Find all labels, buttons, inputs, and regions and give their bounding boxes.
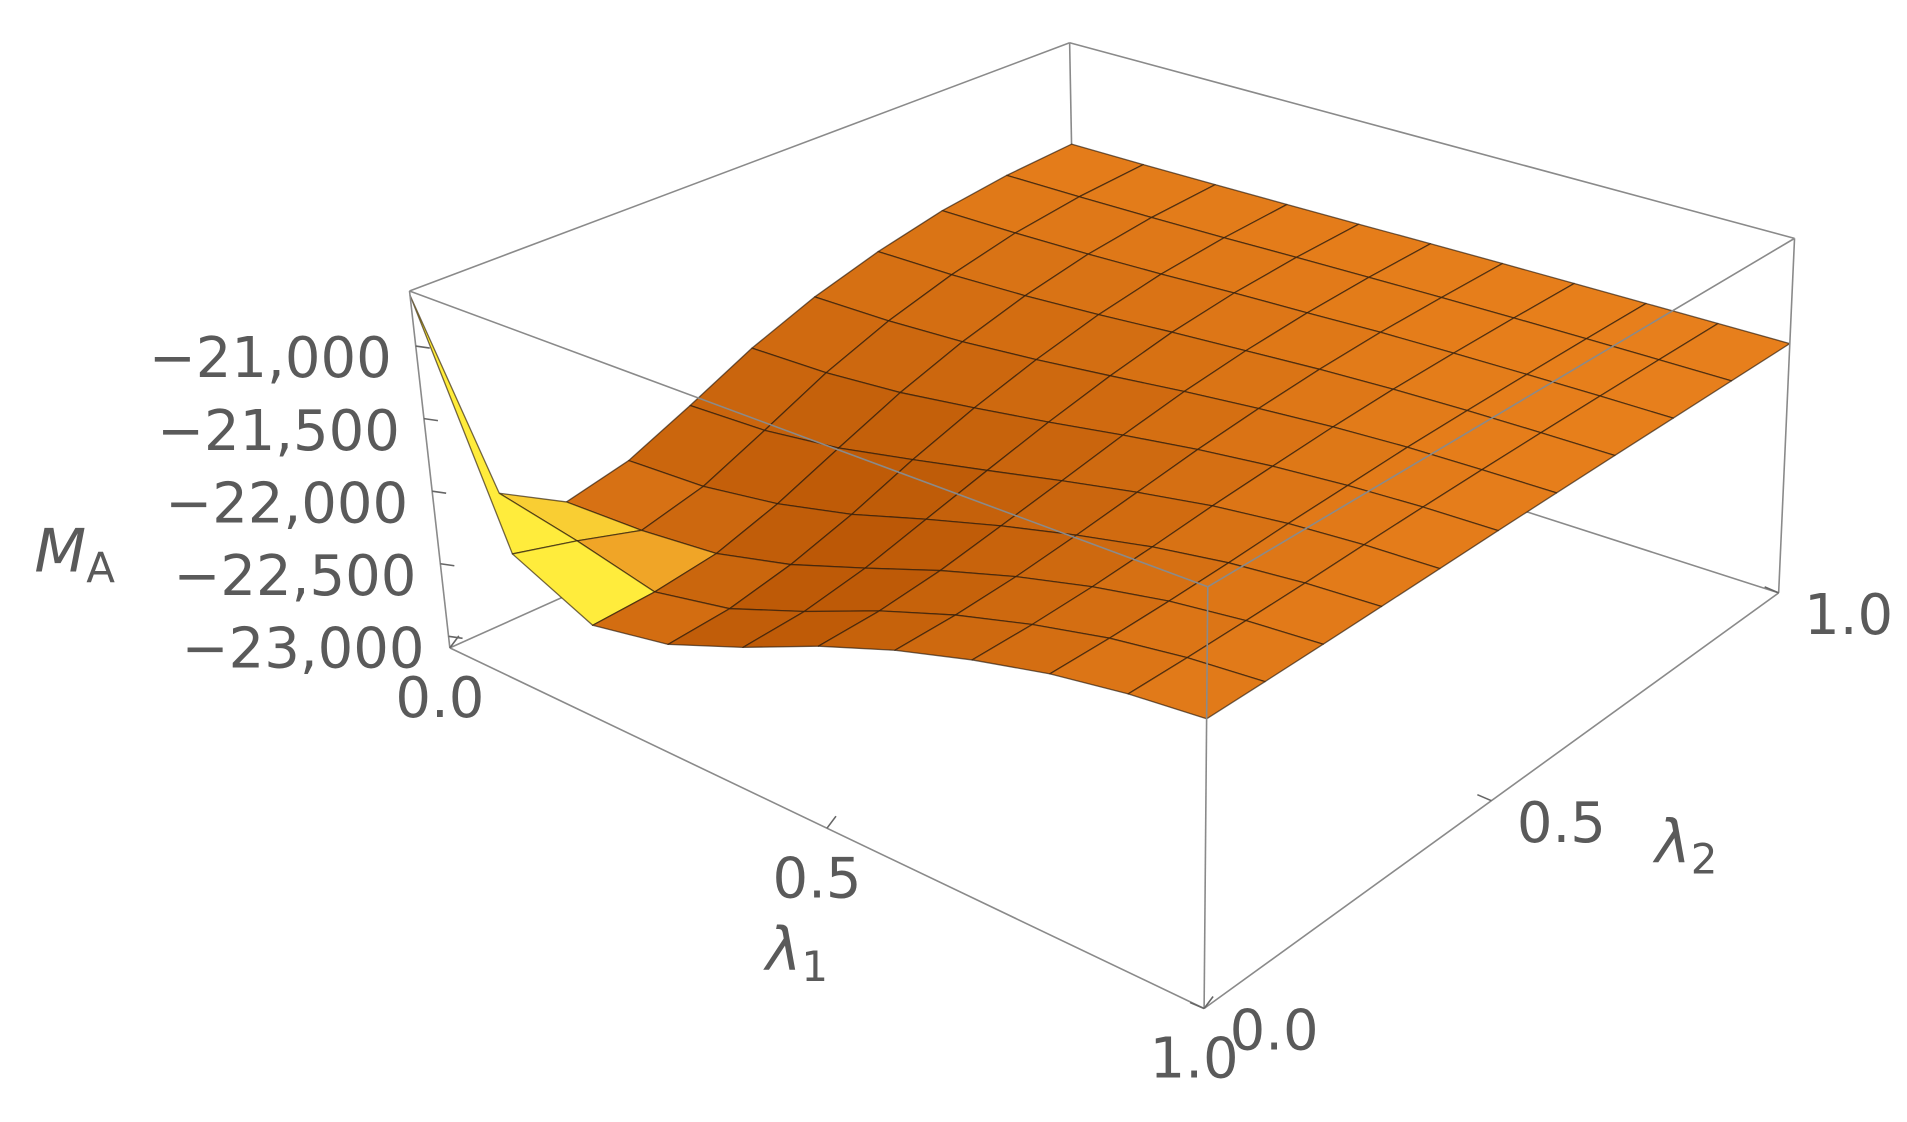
x-tick-label: 1.0 [1150, 1027, 1239, 1092]
box-edge [408, 290, 451, 648]
y-axis-label: λ2 [1652, 807, 1717, 883]
tick-mark [448, 635, 463, 640]
box-edge [1207, 237, 1795, 588]
box-edge [409, 42, 1070, 292]
x-axis-label: λ1 [763, 915, 828, 991]
x-axis-label-main: λ [763, 915, 802, 985]
tick-mark [432, 490, 447, 494]
z-tick-label: −21,500 [157, 399, 400, 464]
y-tick-label: 0.0 [1230, 999, 1319, 1064]
box-edge [1777, 238, 1796, 593]
tick-mark [826, 815, 837, 829]
tick-mark [415, 345, 430, 349]
box-edge [1069, 42, 1795, 240]
z-axis-label-main: M [34, 516, 86, 586]
z-tick-label: −22,000 [165, 471, 408, 536]
surface [409, 143, 1791, 720]
y-tick-label: 0.5 [1517, 791, 1606, 856]
y-axis-label-main: λ [1652, 807, 1691, 877]
tick-mark [440, 562, 455, 567]
y-axis-label-sub: 2 [1691, 834, 1718, 883]
tick-mark [423, 417, 439, 422]
box-front [408, 42, 1796, 1010]
z-axis-label-sub: A [86, 543, 115, 592]
surface-patch [1127, 656, 1266, 720]
box-edge [1203, 592, 1780, 1010]
z-tick-label: −23,000 [182, 616, 425, 681]
y-tick-label: 1.0 [1804, 583, 1893, 648]
tick-mark [1477, 793, 1492, 802]
x-tick-label: 0.0 [395, 666, 484, 731]
x-tick-label: 0.5 [772, 846, 861, 911]
tick-mark [1764, 586, 1779, 594]
z-axis-label: MA [34, 516, 115, 592]
z-tick-label: −21,000 [149, 326, 392, 391]
tick-mark [449, 635, 460, 649]
labels: −23,000 −22,500 −22,000 −21,500 −21,000 0.0 0.… [34, 326, 1893, 1091]
tick-mark [1189, 1001, 1205, 1010]
box-edge [409, 290, 1209, 588]
tick-mark [1203, 996, 1214, 1009]
z-tick-label: −22,500 [173, 544, 416, 609]
box-edge [1203, 586, 1209, 1009]
x-axis-label-sub: 1 [801, 942, 828, 991]
